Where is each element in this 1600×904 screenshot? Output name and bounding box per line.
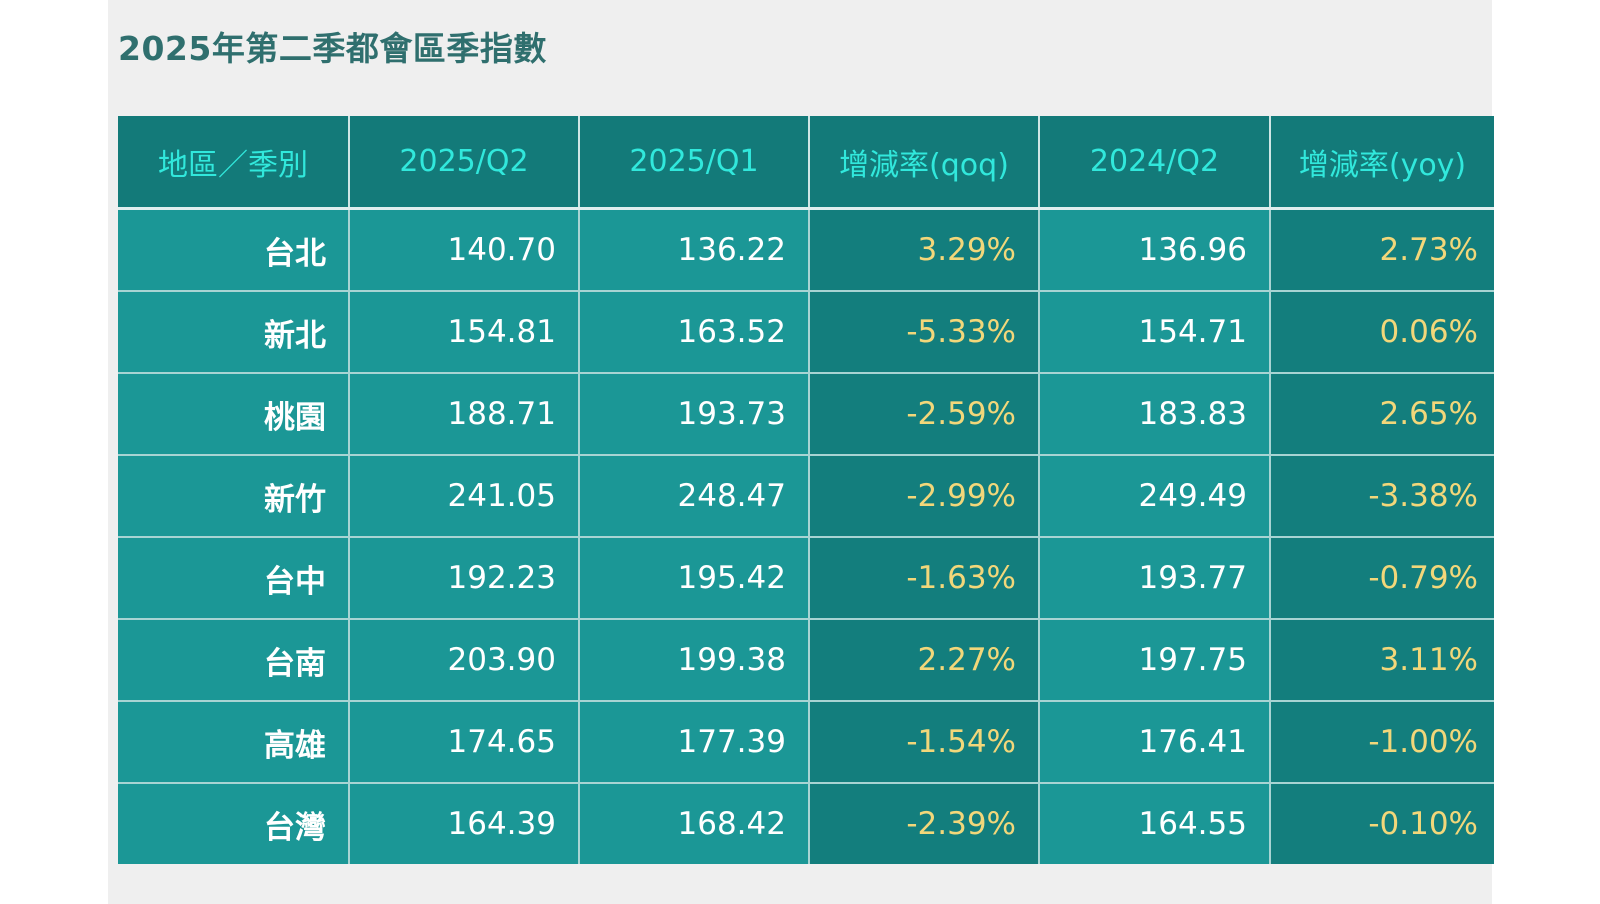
qoq-rate-cell: 3.29% xyxy=(809,208,1040,292)
yoy-rate-cell: 3.11% xyxy=(1270,619,1494,702)
value-2024-q2-cell: 154.71 xyxy=(1039,291,1271,374)
table-row: 新竹 241.05 248.47 -2.99% 249.49 -3.38% xyxy=(118,455,1494,538)
region-cell: 台中 xyxy=(118,537,350,620)
yoy-rate-cell: 0.06% xyxy=(1270,291,1494,374)
value-2025-q2-cell: 140.70 xyxy=(349,208,580,292)
value-2025-q1-cell: 136.22 xyxy=(579,208,810,292)
qoq-rate-cell: -2.99% xyxy=(809,455,1040,538)
value-2025-q1-cell: 195.42 xyxy=(579,537,810,620)
table-row: 台中 192.23 195.42 -1.63% 193.77 -0.79% xyxy=(118,537,1494,620)
region-cell: 台灣 xyxy=(118,783,350,864)
qoq-rate-cell: -1.54% xyxy=(809,701,1040,784)
table-row: 台北 140.70 136.22 3.29% 136.96 2.73% xyxy=(118,208,1494,292)
value-2024-q2-cell: 164.55 xyxy=(1039,783,1271,864)
value-2025-q1-cell: 193.73 xyxy=(579,373,810,456)
value-2024-q2-cell: 183.83 xyxy=(1039,373,1271,456)
region-cell: 台北 xyxy=(118,208,350,292)
header-region-period: 地區／季別 xyxy=(118,116,350,210)
content-panel: 2025年第二季都會區季指數 地區／季別 2025/Q2 2025/Q1 增減率… xyxy=(108,0,1494,904)
value-2024-q2-cell: 249.49 xyxy=(1039,455,1271,538)
table-row: 台灣 164.39 168.42 -2.39% 164.55 -0.10% xyxy=(118,783,1494,864)
yoy-rate-cell: 2.73% xyxy=(1270,208,1494,292)
value-2025-q1-cell: 248.47 xyxy=(579,455,810,538)
value-2025-q1-cell: 199.38 xyxy=(579,619,810,702)
value-2024-q2-cell: 176.41 xyxy=(1039,701,1271,784)
header-2024-q2: 2024/Q2 xyxy=(1039,116,1271,210)
region-cell: 台南 xyxy=(118,619,350,702)
value-2025-q2-cell: 154.81 xyxy=(349,291,580,374)
value-2025-q2-cell: 241.05 xyxy=(349,455,580,538)
value-2024-q2-cell: 197.75 xyxy=(1039,619,1271,702)
value-2025-q2-cell: 188.71 xyxy=(349,373,580,456)
region-cell: 新竹 xyxy=(118,455,350,538)
header-2025-q1: 2025/Q1 xyxy=(579,116,810,210)
value-2025-q2-cell: 192.23 xyxy=(349,537,580,620)
value-2024-q2-cell: 136.96 xyxy=(1039,208,1271,292)
value-2025-q1-cell: 163.52 xyxy=(579,291,810,374)
yoy-rate-cell: -3.38% xyxy=(1270,455,1494,538)
metro-index-table: 地區／季別 2025/Q2 2025/Q1 增減率(qoq) 2024/Q2 增… xyxy=(118,116,1494,864)
yoy-rate-cell: -1.00% xyxy=(1270,701,1494,784)
qoq-rate-cell: -5.33% xyxy=(809,291,1040,374)
qoq-rate-cell: -1.63% xyxy=(809,537,1040,620)
qoq-rate-cell: 2.27% xyxy=(809,619,1040,702)
qoq-rate-cell: -2.39% xyxy=(809,783,1040,864)
value-2024-q2-cell: 193.77 xyxy=(1039,537,1271,620)
region-cell: 高雄 xyxy=(118,701,350,784)
value-2025-q1-cell: 177.39 xyxy=(579,701,810,784)
qoq-rate-cell: -2.59% xyxy=(809,373,1040,456)
yoy-rate-cell: -0.79% xyxy=(1270,537,1494,620)
yoy-rate-cell: 2.65% xyxy=(1270,373,1494,456)
value-2025-q2-cell: 164.39 xyxy=(349,783,580,864)
value-2025-q2-cell: 203.90 xyxy=(349,619,580,702)
table-header-row: 地區／季別 2025/Q2 2025/Q1 增減率(qoq) 2024/Q2 增… xyxy=(118,116,1494,210)
region-cell: 桃園 xyxy=(118,373,350,456)
header-2025-q2: 2025/Q2 xyxy=(349,116,580,210)
region-cell: 新北 xyxy=(118,291,350,374)
header-yoy-rate: 增減率(yoy) xyxy=(1270,116,1494,210)
value-2025-q2-cell: 174.65 xyxy=(349,701,580,784)
table-row: 高雄 174.65 177.39 -1.54% 176.41 -1.00% xyxy=(118,701,1494,784)
header-qoq-rate: 增減率(qoq) xyxy=(809,116,1040,210)
yoy-rate-cell: -0.10% xyxy=(1270,783,1494,864)
table-row: 新北 154.81 163.52 -5.33% 154.71 0.06% xyxy=(118,291,1494,374)
table-row: 桃園 188.71 193.73 -2.59% 183.83 2.65% xyxy=(118,373,1494,456)
value-2025-q1-cell: 168.42 xyxy=(579,783,810,864)
page-title: 2025年第二季都會區季指數 xyxy=(118,29,547,68)
table-row: 台南 203.90 199.38 2.27% 197.75 3.11% xyxy=(118,619,1494,702)
